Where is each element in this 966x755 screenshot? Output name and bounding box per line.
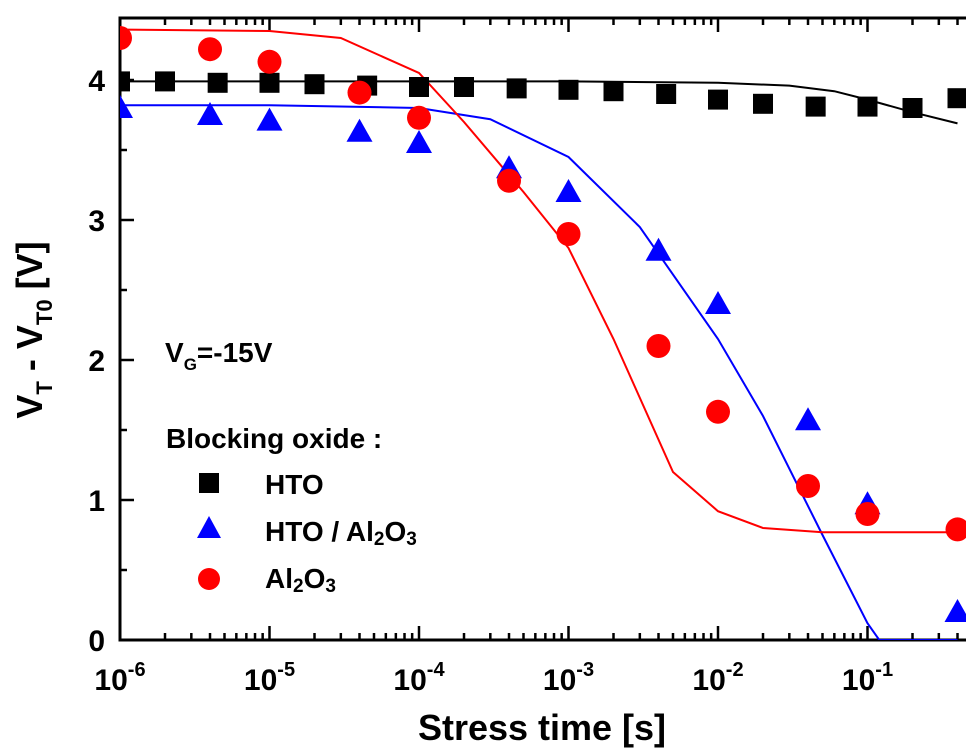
data-point-square — [753, 93, 774, 114]
x-tick-base: 10 — [393, 664, 426, 697]
y-axis-title: VT - VT0 [V] — [9, 241, 57, 418]
legend-label-al2o3: Al2O3 — [265, 563, 336, 597]
data-point-square — [304, 74, 325, 95]
x-tick-base: 10 — [94, 664, 127, 697]
data-point-circle — [497, 168, 522, 193]
data-point-circle — [257, 49, 282, 74]
x-tick-exponent: -5 — [277, 659, 295, 681]
data-point-square — [558, 79, 579, 100]
y-tick-label: 2 — [88, 345, 105, 378]
legend-label-hto-al2o3: HTO / Al2O3 — [265, 516, 417, 550]
data-point-triangle — [346, 118, 373, 142]
y-axis-title-unit: [V] — [9, 241, 50, 299]
x-tick-exponent: -2 — [726, 659, 744, 681]
fit-curve — [120, 80, 958, 125]
data-point-triangle — [645, 237, 672, 261]
x-tick-labels: 10-6 10-5 10-4 10-3 10-2 10-1 — [94, 659, 893, 697]
data-point-circle — [646, 334, 671, 358]
data-point-square — [603, 81, 624, 102]
legend-label-hto-al2o3-mid: O — [384, 516, 406, 547]
data-point-triangle — [256, 107, 283, 131]
x-tick-label: 10-4 — [393, 659, 445, 697]
data-point-circle — [945, 517, 966, 542]
y-axis-title-sub2: T0 — [32, 299, 57, 325]
bias-annotation-sub: G — [184, 355, 197, 374]
fit-curves — [120, 28, 958, 640]
fit-curve — [120, 104, 958, 640]
x-tick-label: 10-6 — [94, 659, 145, 697]
legend-label-hto-al2o3-sub1: 2 — [374, 529, 385, 550]
x-tick-base: 10 — [692, 664, 725, 697]
data-point-square — [947, 88, 966, 109]
legend-label-hto-al2o3-main: HTO / Al — [265, 516, 374, 547]
data-point-triangle — [795, 407, 822, 431]
data-point-triangle — [197, 102, 224, 125]
x-tick-base: 10 — [244, 664, 277, 697]
x-tick-exponent: -1 — [875, 659, 893, 681]
data-point-square — [207, 72, 228, 93]
legend-title: Blocking oxide : — [166, 423, 382, 454]
data-point-circle — [407, 105, 431, 130]
legend-label-al2o3-sub1: 2 — [293, 576, 304, 597]
data-point-square — [155, 71, 176, 92]
legend-marker-al2o3 — [198, 568, 220, 590]
x-tick-label: 10-1 — [842, 659, 893, 697]
x-tick-base: 10 — [543, 664, 576, 697]
data-point-circle — [796, 474, 821, 498]
data-points — [120, 26, 966, 622]
data-point-triangle — [705, 291, 731, 314]
y-axis-title-mid: - V — [9, 325, 50, 381]
bias-annotation-v: V — [165, 337, 184, 368]
data-point-triangle — [944, 599, 966, 622]
data-point-circle — [855, 502, 880, 526]
x-tick-exponent: -3 — [576, 659, 594, 681]
axis-ticks — [118, 18, 959, 642]
y-axis-title-v1: V — [9, 395, 50, 419]
x-tick-label: 10-5 — [244, 659, 295, 697]
data-point-circle — [347, 80, 372, 105]
x-tick-label: 10-3 — [543, 659, 594, 697]
data-point-triangle — [120, 95, 133, 118]
y-tick-label: 0 — [88, 625, 105, 658]
legend-label-hto-al2o3-sub2: 3 — [406, 529, 417, 550]
x-tick-exponent: -4 — [427, 659, 446, 681]
legend: HTO HTO / Al2O3 Al2O3 — [197, 469, 417, 597]
data-point-square — [902, 98, 923, 118]
data-point-square — [120, 71, 130, 92]
data-point-circle — [706, 399, 730, 424]
fit-curve — [120, 28, 958, 534]
data-point-square — [805, 96, 826, 117]
y-tick-label: 1 — [88, 485, 105, 518]
y-tick-label: 3 — [88, 205, 105, 238]
data-point-square — [506, 78, 527, 99]
data-point-square — [409, 77, 429, 97]
x-tick-label: 10-2 — [692, 659, 743, 697]
bias-annotation: VG=-15V — [165, 337, 273, 374]
data-point-square — [708, 89, 728, 110]
x-tick-exponent: -6 — [128, 659, 146, 681]
data-point-circle — [120, 26, 132, 50]
x-tick-base: 10 — [842, 664, 875, 697]
y-axis-title-sub1: T — [32, 381, 57, 395]
data-point-square — [857, 96, 878, 117]
legend-label-al2o3-main: Al — [265, 563, 293, 594]
y-tick-label: 4 — [88, 65, 105, 98]
data-point-circle — [198, 37, 223, 62]
y-tick-labels: 0 1 2 3 4 — [88, 65, 105, 658]
data-point-circle — [556, 222, 581, 246]
data-point-triangle — [406, 130, 432, 153]
legend-label-hto: HTO — [265, 469, 324, 500]
bias-annotation-rest: =-15V — [197, 337, 273, 368]
legend-marker-hto-al2o3 — [197, 516, 221, 538]
plot-frame — [118, 16, 966, 642]
legend-label-al2o3-mid: O — [304, 563, 326, 594]
data-point-square — [656, 84, 677, 104]
legend-marker-hto — [199, 473, 219, 493]
data-point-square — [259, 72, 280, 93]
data-point-square — [454, 77, 475, 97]
legend-label-al2o3-sub2: 3 — [325, 576, 336, 597]
data-point-triangle — [555, 179, 582, 202]
x-axis-title: Stress time [s] — [418, 707, 666, 748]
